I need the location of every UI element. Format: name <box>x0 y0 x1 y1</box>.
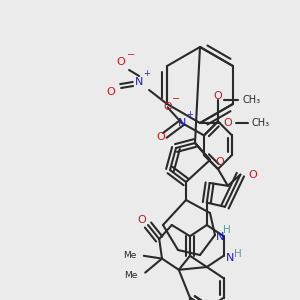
Text: O: O <box>224 118 232 128</box>
Text: Me: Me <box>124 271 138 280</box>
Text: N: N <box>216 232 224 242</box>
Text: O: O <box>216 157 224 167</box>
Text: +: + <box>144 70 151 79</box>
Text: CH₃: CH₃ <box>243 95 261 105</box>
Text: +: + <box>186 110 193 119</box>
Text: O: O <box>248 169 257 180</box>
Text: N: N <box>225 253 234 263</box>
Text: O: O <box>214 92 222 101</box>
Text: −: − <box>127 50 135 60</box>
Text: O: O <box>117 57 125 67</box>
Text: O: O <box>156 132 165 142</box>
Text: O: O <box>138 215 146 225</box>
Text: N: N <box>135 77 143 87</box>
Text: O: O <box>163 102 172 112</box>
Text: Me: Me <box>123 251 136 260</box>
Text: H: H <box>223 225 231 235</box>
Text: CH₃: CH₃ <box>252 118 270 128</box>
Text: H: H <box>234 249 242 259</box>
Text: N: N <box>177 118 186 128</box>
Text: −: − <box>172 94 180 104</box>
Text: O: O <box>107 87 116 97</box>
